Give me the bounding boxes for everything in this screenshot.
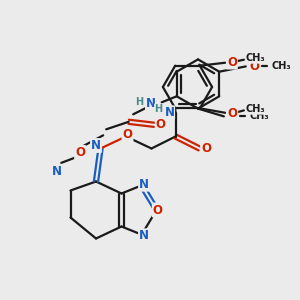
Text: O: O: [227, 56, 237, 69]
Text: N: N: [164, 106, 175, 119]
Text: N: N: [139, 229, 149, 242]
Text: H: H: [135, 97, 143, 107]
Text: H: H: [154, 104, 163, 114]
Text: O: O: [122, 128, 133, 142]
Text: O: O: [153, 203, 163, 217]
Text: O: O: [227, 107, 237, 120]
Text: CH₃: CH₃: [249, 111, 269, 121]
Text: N: N: [52, 165, 62, 178]
Text: CH₃: CH₃: [246, 53, 265, 63]
Text: N: N: [139, 178, 149, 191]
Text: O: O: [75, 146, 85, 159]
Text: CH₃: CH₃: [246, 104, 265, 114]
Text: N: N: [146, 97, 156, 110]
Text: O: O: [201, 142, 211, 155]
Text: O: O: [227, 110, 237, 123]
Text: N: N: [91, 139, 101, 152]
Text: O: O: [156, 118, 166, 131]
Text: O: O: [249, 60, 259, 73]
Text: CH₃: CH₃: [271, 61, 291, 71]
